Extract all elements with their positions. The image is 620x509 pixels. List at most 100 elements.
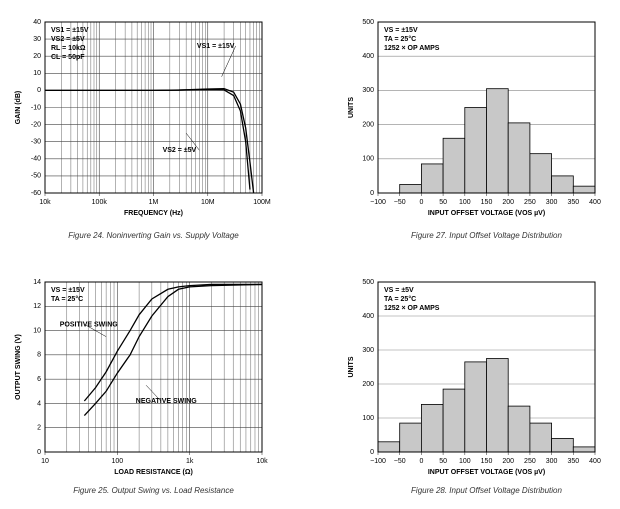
leader-line xyxy=(145,385,161,402)
annotation: TA = 25°C xyxy=(384,35,416,43)
annotation: 1252 × OP AMPS xyxy=(384,45,440,52)
x-tick-label: 150 xyxy=(481,458,493,465)
x-axis-label: LOAD RESISTANCE (Ω) xyxy=(114,469,193,476)
y-tick-label: 30 xyxy=(33,36,41,43)
y-tick-label: 10 xyxy=(33,70,41,77)
annotation: VS1 = ±15V xyxy=(51,27,89,34)
histogram-bar xyxy=(507,122,531,194)
y-tick-label: 500 xyxy=(362,279,374,286)
y-tick-label: 8 xyxy=(37,352,41,359)
x-tick-label: 300 xyxy=(546,458,558,465)
x-tick-label: 100M xyxy=(253,199,271,206)
y-tick-label: -20 xyxy=(31,121,41,128)
annotation: TA = 25°C xyxy=(51,295,83,303)
plot-frame xyxy=(377,281,596,453)
x-tick-label: 350 xyxy=(567,199,579,206)
y-axis-label: GAIN (dB) xyxy=(15,91,22,124)
y-tick-label: 400 xyxy=(362,313,374,320)
x-tick-label: 10k xyxy=(256,458,268,465)
x-axis-label: INPUT OFFSET VOLTAGE (VOS µV) xyxy=(428,469,545,476)
x-tick-label: 400 xyxy=(589,199,601,206)
x-tick-label: 10M xyxy=(201,199,215,206)
y-tick-label: 100 xyxy=(362,156,374,163)
x-axis-label: INPUT OFFSET VOLTAGE (VOS µV) xyxy=(428,210,545,217)
y-tick-label: 400 xyxy=(362,53,374,60)
y-tick-label: 300 xyxy=(362,347,374,354)
figure-caption: Figure 25. Output Swing vs. Load Resista… xyxy=(73,486,234,495)
figure-caption: Figure 28. Input Offset Voltage Distribu… xyxy=(411,486,562,495)
plot-frame xyxy=(44,281,263,453)
annotation: 1252 × OP AMPS xyxy=(384,305,440,312)
series-label: VS2 = ±5V xyxy=(163,147,197,154)
y-tick-label: 100 xyxy=(362,415,374,422)
y-tick-label: -30 xyxy=(31,139,41,146)
y-axis-label: UNITS xyxy=(348,356,355,377)
annotation: VS2 = ±5V xyxy=(51,36,85,43)
x-tick-label: 300 xyxy=(546,199,558,206)
x-tick-label: 100k xyxy=(92,199,108,206)
x-tick-label: 200 xyxy=(502,458,514,465)
histogram-bar xyxy=(420,163,444,194)
x-tick-label: −100 xyxy=(370,458,386,465)
y-tick-label: 0 xyxy=(37,449,41,456)
histogram-bar xyxy=(486,88,509,194)
y-tick-label: 6 xyxy=(37,376,41,383)
annotation: TA = 25°C xyxy=(384,295,416,303)
y-tick-label: 200 xyxy=(362,121,374,128)
annotation: VS = ±5V xyxy=(384,287,414,294)
series-label: VS1 = ±15V xyxy=(197,43,235,50)
series-line xyxy=(83,283,262,402)
y-tick-label: 500 xyxy=(362,19,374,26)
x-tick-label: 250 xyxy=(524,458,536,465)
y-tick-label: -10 xyxy=(31,104,41,111)
series-line xyxy=(45,88,255,194)
histogram-bar xyxy=(551,437,574,453)
x-tick-label: 350 xyxy=(567,458,579,465)
y-tick-label: 40 xyxy=(33,19,41,26)
series-line xyxy=(83,283,263,417)
y-axis-label: OUTPUT SWING (V) xyxy=(15,334,22,400)
y-tick-label: -40 xyxy=(31,156,41,163)
histogram-bar xyxy=(529,153,553,194)
plot-frame xyxy=(44,21,263,194)
x-tick-label: 200 xyxy=(502,199,514,206)
x-tick-label: −100 xyxy=(370,199,386,206)
x-tick-label: 250 xyxy=(524,199,536,206)
histogram-bar xyxy=(551,175,574,194)
y-tick-label: 12 xyxy=(33,303,41,310)
y-tick-label: 14 xyxy=(33,279,41,286)
annotation: VS = ±15V xyxy=(51,287,85,294)
annotation: RL = 10kΩ xyxy=(51,45,86,52)
histogram-bar xyxy=(464,107,487,194)
histogram-bar xyxy=(507,405,531,453)
plot-frame xyxy=(377,21,596,194)
y-tick-label: -60 xyxy=(31,190,41,197)
x-tick-label: −50 xyxy=(394,458,406,465)
y-tick-label: 4 xyxy=(37,400,41,407)
y-tick-label: 0 xyxy=(370,449,374,456)
histogram-bar xyxy=(529,422,553,453)
x-tick-label: 10k xyxy=(39,199,51,206)
x-axis-label: FREQUENCY (Hz) xyxy=(124,210,183,217)
series-label: POSITIVE SWING xyxy=(60,321,119,328)
y-tick-label: 200 xyxy=(362,381,374,388)
x-tick-label: 50 xyxy=(439,199,447,206)
y-tick-label: 0 xyxy=(37,87,41,94)
histogram-bar xyxy=(399,422,422,453)
x-tick-label: 0 xyxy=(419,458,423,465)
histogram-bar xyxy=(399,184,422,194)
y-tick-label: 20 xyxy=(33,53,41,60)
figure-caption: Figure 24. Noninverting Gain vs. Supply … xyxy=(68,231,239,240)
y-tick-label: 0 xyxy=(370,190,374,197)
leader-line xyxy=(84,324,107,337)
x-tick-label: 1M xyxy=(149,199,159,206)
histogram-bar xyxy=(377,441,401,453)
histogram-bar xyxy=(572,446,596,453)
figure-caption: Figure 27. Input Offset Voltage Distribu… xyxy=(411,231,562,240)
annotation: CL = 50pF xyxy=(51,54,85,61)
x-tick-label: 50 xyxy=(439,458,447,465)
leader-line xyxy=(221,45,236,77)
leader-line xyxy=(185,132,200,151)
